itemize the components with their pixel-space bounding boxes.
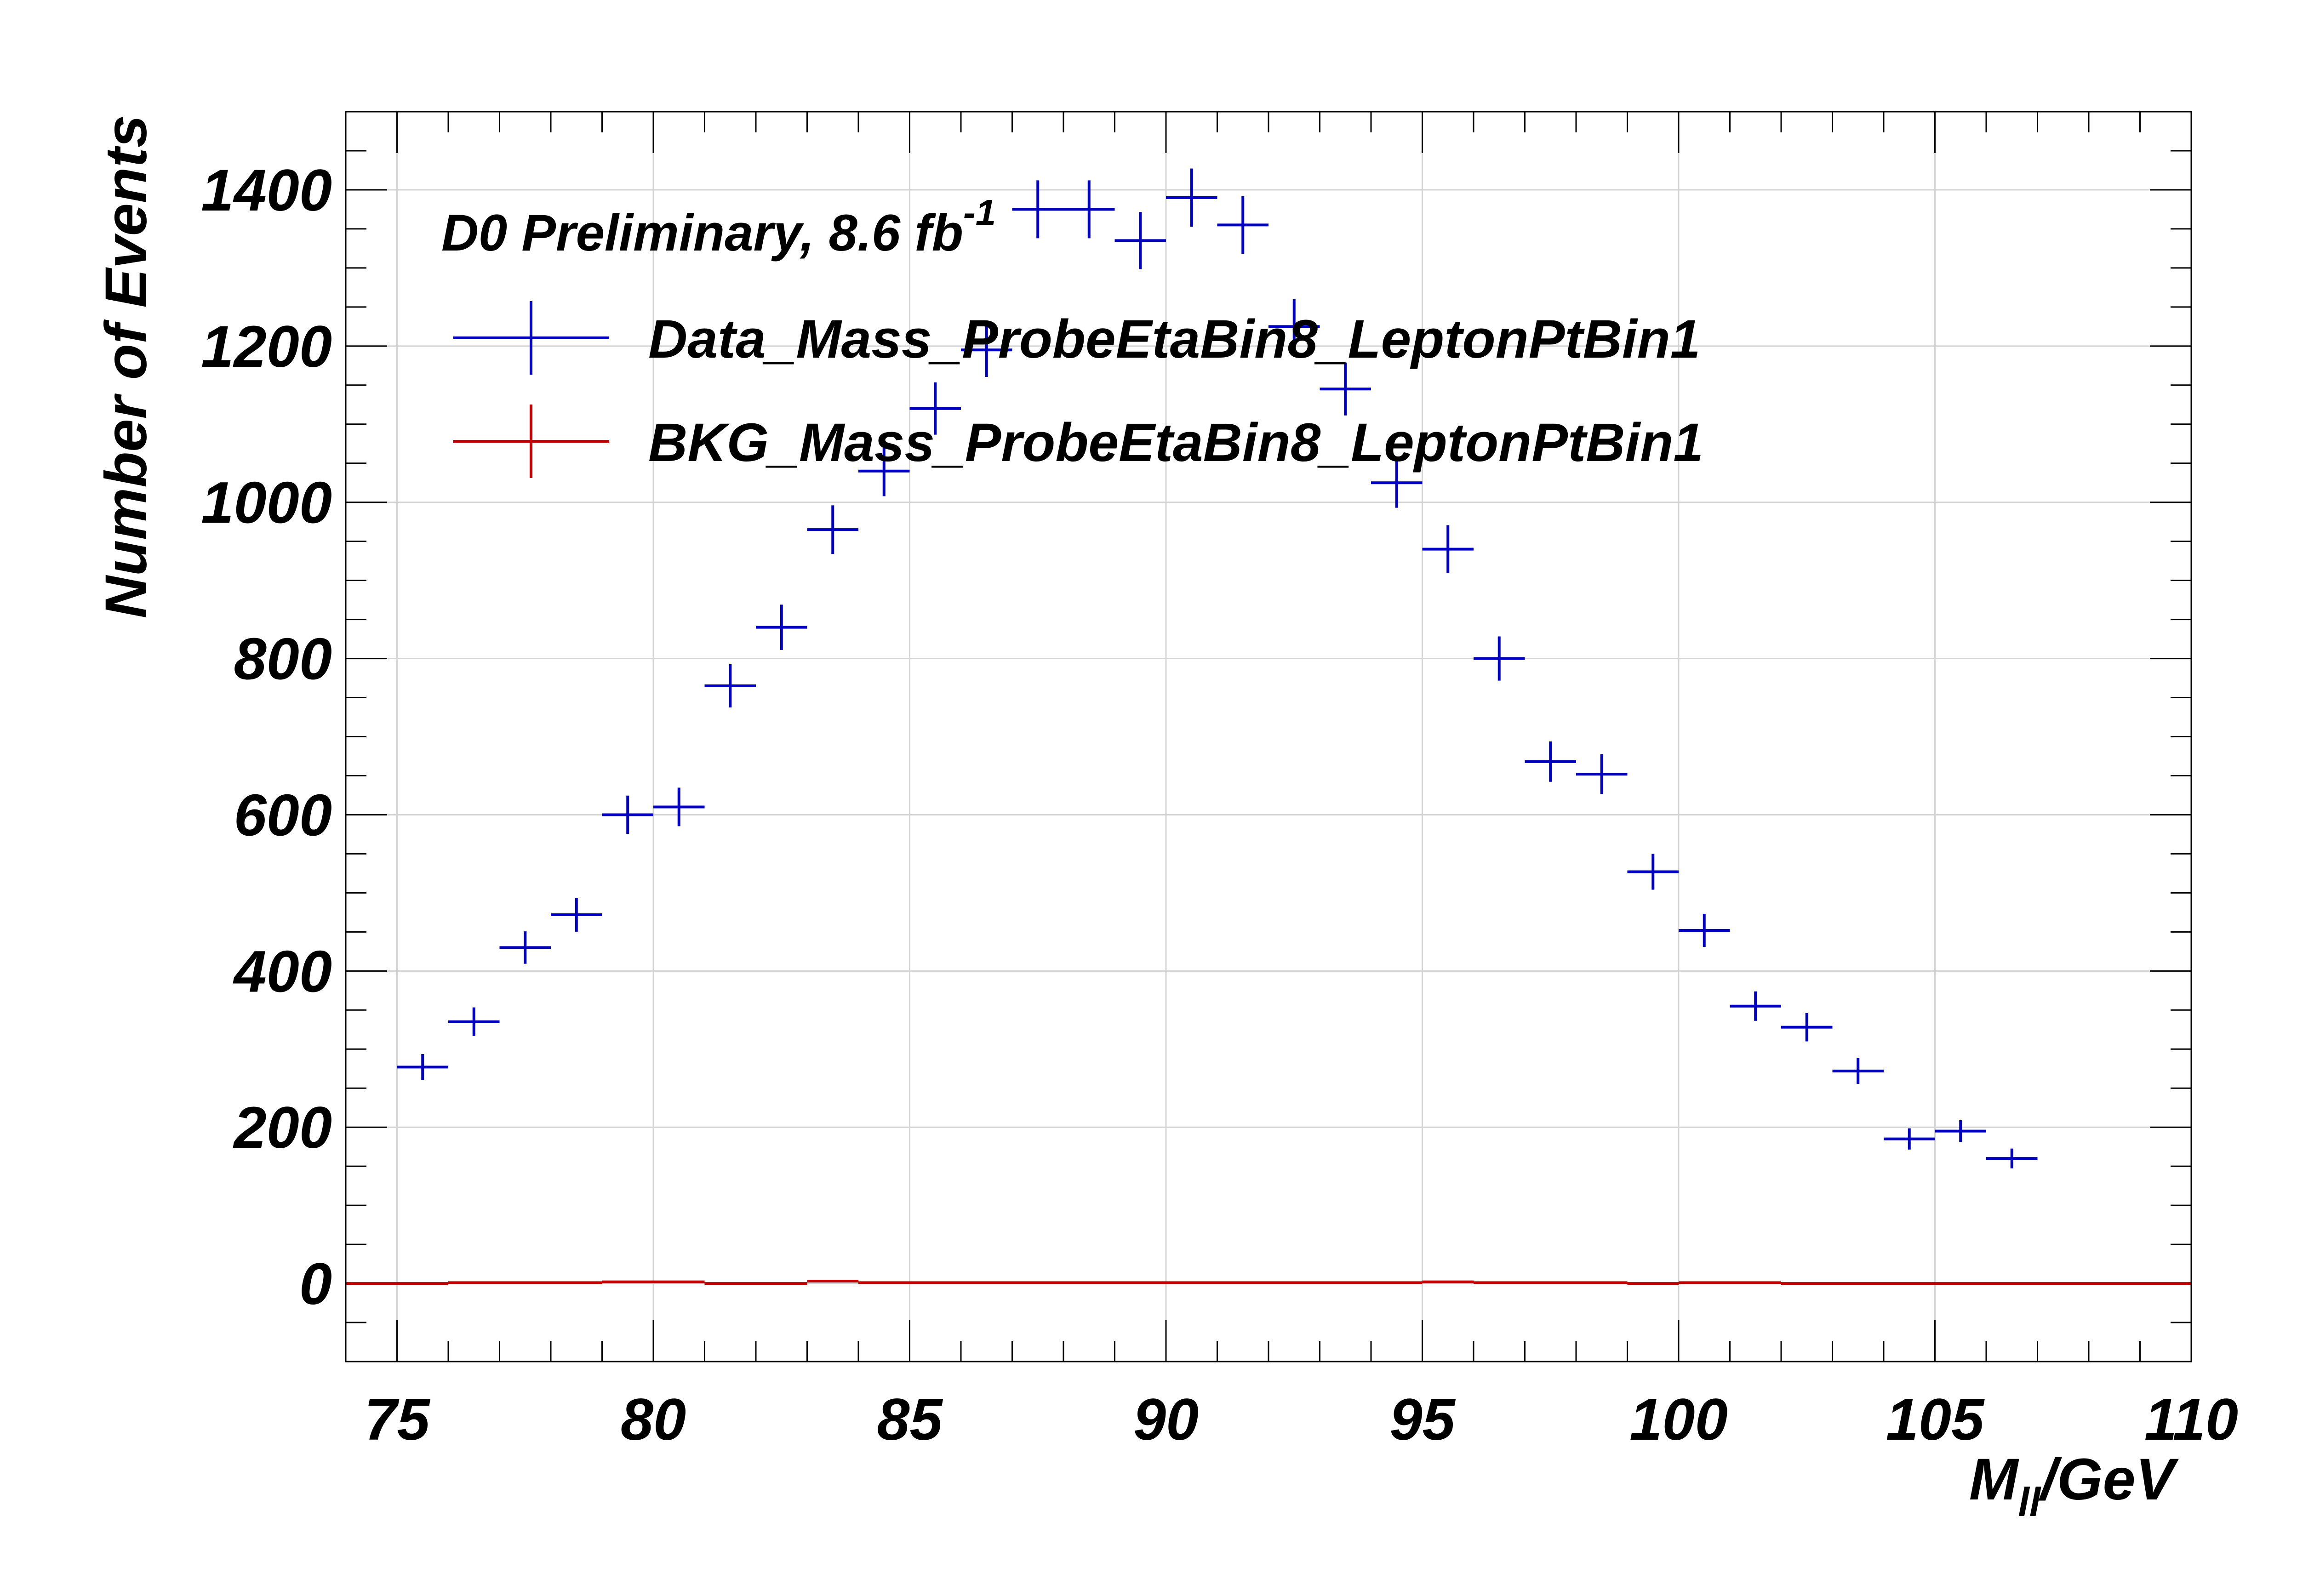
y-tick-labels: 0 200 400 600 800 1000 1200 1400 [201,158,332,1317]
data-point [1371,457,1423,508]
data-point [1268,299,1320,354]
data-point [397,1054,448,1080]
y-tick-label: 200 [233,1095,332,1161]
annotation-text: D0 Preliminary, 8.6 fb [441,204,963,262]
data-point [1114,212,1166,269]
data-point [704,664,756,708]
data-point [756,604,807,650]
legend-data-label: Data_Mass_ProbeEtaBin8_LeptonPtBin1 [648,309,1701,370]
annotation-superscript: -1 [963,192,996,233]
data-point [1935,1120,1986,1142]
data-point [1576,754,1628,794]
data-point [1781,1013,1833,1042]
y-tick-label: 600 [234,782,332,848]
data-point [1012,180,1063,239]
data-point [1422,525,1474,573]
y-tick-label: 1400 [201,158,332,223]
x-tick-label: 85 [877,1387,943,1453]
data-point [602,795,653,834]
series-layer [346,168,2191,1285]
y-tick-label: 0 [299,1251,332,1317]
x-axis-label: Mll/GeV [1969,1447,2179,1525]
data-point [1679,913,1730,947]
x-tick-label: 110 [2144,1387,2238,1453]
series-data [397,168,2038,1168]
data-point [1217,196,1268,254]
data-point [1320,362,1371,416]
annotation-label: D0 Preliminary, 8.6 fb-1 [441,192,996,262]
data-point [448,1007,500,1036]
x-axis-label-subscript: ll [2018,1479,2041,1525]
data-point [807,505,858,554]
data-point [1166,168,1217,227]
data-point [1063,180,1115,239]
x-axis-label-main: M [1969,1447,2019,1512]
legend-entry-bkg: BKG_Mass_ProbeEtaBin8_LeptonPtBin1 [453,405,1703,478]
plot-frame [345,111,2192,1362]
data-point [1730,991,1781,1021]
axis-ticks [346,111,2192,1362]
x-tick-labels: 75 80 85 90 95 100 105 110 [364,1387,2238,1453]
data-point [961,323,1012,377]
y-axis-label: Number of Events [93,115,159,618]
legend-bkg-label: BKG_Mass_ProbeEtaBin8_LeptonPtBin1 [648,412,1703,473]
x-tick-label: 75 [364,1387,430,1453]
y-tick-label: 1000 [201,470,332,536]
legend-entry-data: Data_Mass_ProbeEtaBin8_LeptonPtBin1 [453,301,1701,375]
grid [346,112,2192,1362]
y-tick-label: 800 [234,627,332,692]
x-tick-label: 90 [1133,1387,1199,1453]
series-bkg [346,1279,2191,1285]
data-point [1884,1128,1935,1150]
legend: Data_Mass_ProbeEtaBin8_LeptonPtBin1 BKG_… [453,301,1703,478]
data-point [1986,1148,2038,1168]
data-point [653,787,705,826]
y-tick-label: 1200 [201,314,332,380]
y-tick-label: 400 [232,939,332,1004]
x-axis-label-suffix: /GeV [2038,1447,2179,1512]
data-point [858,445,910,496]
data-point [499,931,551,964]
x-tick-label: 80 [621,1387,686,1453]
x-tick-label: 95 [1389,1387,1456,1453]
x-tick-label: 105 [1886,1387,1985,1453]
data-point [1474,636,1525,681]
data-point [1832,1058,1884,1084]
x-tick-label: 100 [1629,1387,1728,1453]
data-point [1525,741,1576,782]
data-point [1627,854,1679,890]
data-point [551,898,602,932]
data-point [909,382,961,435]
